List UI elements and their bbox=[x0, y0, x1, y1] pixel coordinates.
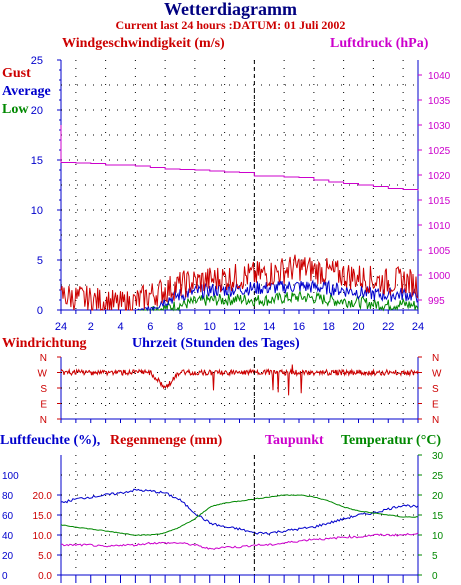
wind-y-tick-label: 0 bbox=[37, 305, 43, 317]
rain-tick-label: 15.0 bbox=[33, 511, 53, 522]
direction-label-left: W bbox=[38, 369, 48, 380]
pressure-y-tick-label: 1030 bbox=[428, 121, 451, 132]
wind-direction-line bbox=[60, 364, 419, 396]
rain-tick-label: 5.0 bbox=[38, 551, 52, 562]
pressure-line bbox=[60, 125, 419, 191]
chart-subtitle: Current last 24 hours :DATUM: 01 Juli 20… bbox=[115, 18, 346, 32]
wind-y-tick-label: 5 bbox=[37, 255, 43, 267]
wind-direction-panel: N NW WS SE EN N bbox=[38, 353, 442, 426]
hour-tick-label: 16 bbox=[293, 321, 305, 333]
pressure-y-tick-label: 1015 bbox=[428, 196, 451, 207]
humidity-tick-label: 20 bbox=[2, 551, 14, 562]
hour-tick-label: 24 bbox=[412, 321, 424, 333]
dewpoint-line bbox=[61, 532, 419, 550]
humidity-tick-label: 0 bbox=[2, 571, 8, 582]
hour-tick-label: 6 bbox=[147, 321, 153, 333]
hour-tick-label: 12 bbox=[233, 321, 245, 333]
temperature-tick-label: 30 bbox=[432, 451, 444, 462]
pressure-y-tick-label: 1025 bbox=[428, 146, 451, 157]
rain-tick-label: 20.0 bbox=[33, 491, 53, 502]
pressure-y-tick-label: 995 bbox=[428, 296, 445, 307]
humidity-tick-label: 100 bbox=[2, 471, 19, 482]
chart-title: Wetterdiagramm bbox=[164, 0, 297, 19]
pressure-y-tick-label: 1040 bbox=[428, 71, 451, 82]
temperature-tick-label: 15 bbox=[432, 511, 444, 522]
rain-tick-label: 0.0 bbox=[38, 571, 52, 582]
pressure-y-tick-label: 1000 bbox=[428, 271, 451, 282]
hour-tick-label: 2 bbox=[88, 321, 94, 333]
hour-tick-label: 18 bbox=[323, 321, 335, 333]
legend-average: Average bbox=[2, 84, 51, 99]
pressure-title: Luftdruck (hPa) bbox=[330, 36, 429, 51]
temperature-line bbox=[60, 494, 419, 536]
rain-title: Regenmenge (mm) bbox=[110, 433, 223, 448]
hour-tick-label: 24 bbox=[55, 321, 67, 333]
temperature-tick-label: 0 bbox=[432, 571, 438, 582]
direction-label-right: N bbox=[432, 415, 439, 426]
temperature-tick-label: 10 bbox=[432, 531, 444, 542]
wind-y-tick-label: 20 bbox=[31, 105, 43, 117]
direction-label-left: N bbox=[40, 353, 47, 364]
rain-tick-label: 10.0 bbox=[33, 531, 53, 542]
temperature-tick-label: 5 bbox=[432, 551, 438, 562]
direction-label-left: N bbox=[40, 415, 47, 426]
pressure-y-tick-label: 1005 bbox=[428, 246, 451, 257]
humidity-temperature-panel: 0 20 40 60 80 100 0.0 5.0 10.0 15.0 20.0 0 5 10 15 20 25… bbox=[2, 451, 444, 583]
humidity-tick-label: 60 bbox=[2, 511, 14, 522]
humidity-line bbox=[60, 488, 419, 535]
wind-gust-line bbox=[60, 254, 419, 311]
humidity-tick-label: 40 bbox=[2, 531, 14, 542]
hour-tick-label: 4 bbox=[117, 321, 123, 333]
time-axis-title: Uhrzeit (Stunden des Tages) bbox=[132, 336, 300, 351]
wind-average-line bbox=[61, 279, 419, 312]
wind-y-tick-label: 10 bbox=[31, 205, 43, 217]
hour-tick-label: 14 bbox=[263, 321, 275, 333]
direction-label-left: E bbox=[40, 400, 47, 411]
legend-low: Low bbox=[2, 102, 29, 117]
wind-pressure-panel: 0510152025995100010051010101510201025103… bbox=[31, 55, 451, 333]
temperature-tick-label: 25 bbox=[432, 471, 444, 482]
temperature-title: Temperatur (°C) bbox=[341, 433, 442, 448]
direction-label-right: N bbox=[432, 353, 439, 364]
hour-tick-label: 8 bbox=[177, 321, 183, 333]
humidity-title: Luftfeuchte (%), bbox=[0, 433, 101, 448]
legend-gust: Gust bbox=[2, 66, 31, 81]
pressure-y-tick-label: 1020 bbox=[428, 171, 451, 182]
direction-label-right: E bbox=[432, 400, 439, 411]
direction-label-right: S bbox=[432, 384, 439, 395]
hour-tick-label: 20 bbox=[352, 321, 364, 333]
dewpoint-title: Taupunkt bbox=[265, 433, 324, 448]
temperature-tick-label: 20 bbox=[432, 491, 444, 502]
wind-direction-title: Windrichtung bbox=[2, 336, 87, 351]
direction-label-right: W bbox=[432, 369, 442, 380]
pressure-y-tick-label: 1010 bbox=[428, 221, 451, 232]
direction-label-left: S bbox=[40, 384, 47, 395]
pressure-y-tick-label: 1035 bbox=[428, 96, 451, 107]
hour-tick-label: 10 bbox=[204, 321, 216, 333]
humidity-tick-label: 80 bbox=[2, 491, 14, 502]
hour-tick-label: 22 bbox=[382, 321, 394, 333]
wind-y-tick-label: 15 bbox=[31, 155, 43, 167]
wind-speed-title: Windgeschwindigkeit (m/s) bbox=[62, 36, 225, 51]
wind-y-tick-label: 25 bbox=[31, 55, 43, 67]
